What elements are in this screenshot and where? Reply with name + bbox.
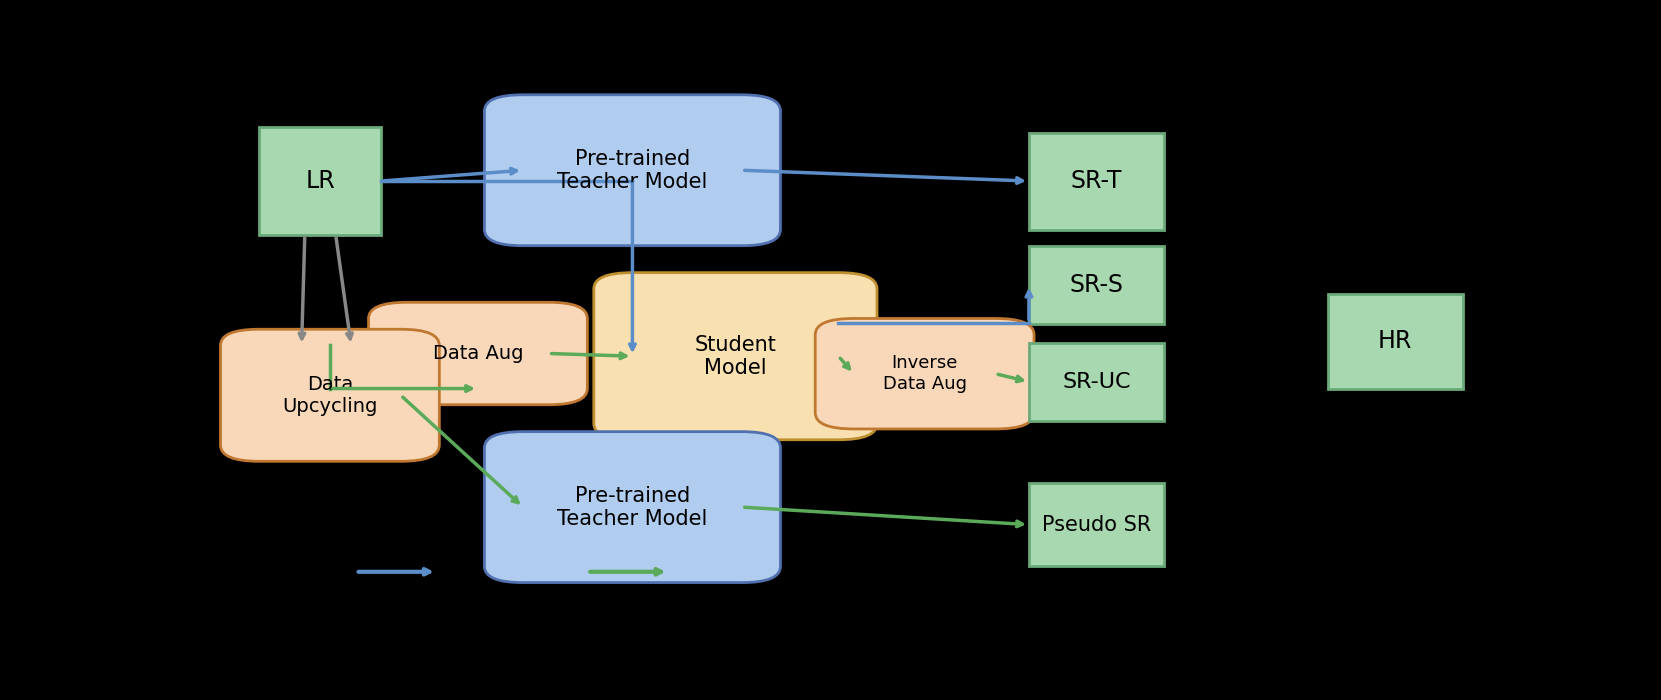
- Text: Pre-trained
Teacher Model: Pre-trained Teacher Model: [556, 148, 708, 192]
- FancyBboxPatch shape: [259, 127, 382, 235]
- FancyBboxPatch shape: [816, 318, 1035, 429]
- FancyBboxPatch shape: [1028, 132, 1164, 230]
- FancyBboxPatch shape: [1327, 294, 1463, 389]
- Text: HR: HR: [1379, 330, 1412, 354]
- FancyBboxPatch shape: [485, 94, 781, 246]
- FancyBboxPatch shape: [369, 302, 588, 405]
- Text: SR-UC: SR-UC: [1063, 372, 1131, 392]
- Text: LR: LR: [306, 169, 336, 193]
- FancyBboxPatch shape: [1028, 246, 1164, 324]
- FancyBboxPatch shape: [221, 329, 439, 461]
- FancyBboxPatch shape: [485, 432, 781, 582]
- FancyBboxPatch shape: [1028, 483, 1164, 566]
- Text: SR-S: SR-S: [1070, 273, 1123, 297]
- FancyBboxPatch shape: [1028, 343, 1164, 421]
- Text: SR-T: SR-T: [1071, 169, 1123, 193]
- Text: Pseudo SR: Pseudo SR: [1041, 514, 1151, 535]
- Text: Inverse
Data Aug: Inverse Data Aug: [882, 354, 967, 393]
- Text: Data Aug: Data Aug: [434, 344, 523, 363]
- Text: Student
Model: Student Model: [694, 335, 776, 378]
- Text: Data
Upcycling: Data Upcycling: [282, 374, 377, 416]
- Text: Pre-trained
Teacher Model: Pre-trained Teacher Model: [556, 486, 708, 528]
- FancyBboxPatch shape: [595, 273, 877, 440]
